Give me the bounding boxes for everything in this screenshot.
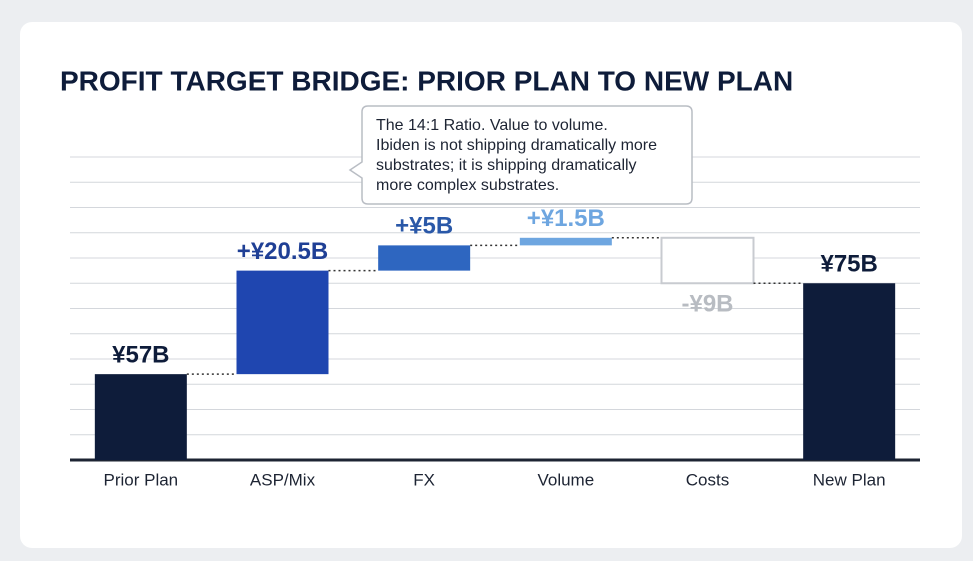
card (20, 22, 962, 548)
bar (803, 283, 896, 460)
value-label: +¥5B (395, 213, 453, 240)
value-label: +¥20.5B (237, 238, 328, 265)
x-tick-label: ASP/Mix (250, 470, 316, 489)
annotation-text: more complex substrates. (376, 177, 559, 194)
annotation-text: The 14:1 Ratio. Value to volume. (376, 117, 608, 134)
x-tick-label: FX (413, 470, 435, 489)
chart-title: PROFIT TARGET BRIDGE: PRIOR PLAN TO NEW … (60, 65, 793, 96)
x-tick-label: Costs (686, 470, 729, 489)
annotation-box (348, 105, 693, 205)
value-label: +¥1.5B (527, 205, 605, 232)
value-label: ¥57B (112, 341, 169, 368)
bar (378, 245, 471, 271)
x-tick-label: New Plan (813, 470, 886, 489)
value-label: ¥75B (820, 251, 877, 278)
x-tick-label: Volume (537, 470, 594, 489)
bar (94, 374, 187, 460)
bar (660, 236, 755, 285)
bar (236, 270, 329, 375)
value-label: -¥9B (681, 291, 733, 318)
bar (519, 237, 612, 246)
annotation-text: Ibiden is not shipping dramatically more (376, 137, 657, 154)
annotation-text: substrates; it is shipping dramatically (376, 157, 637, 174)
x-tick-label: Prior Plan (104, 470, 179, 489)
